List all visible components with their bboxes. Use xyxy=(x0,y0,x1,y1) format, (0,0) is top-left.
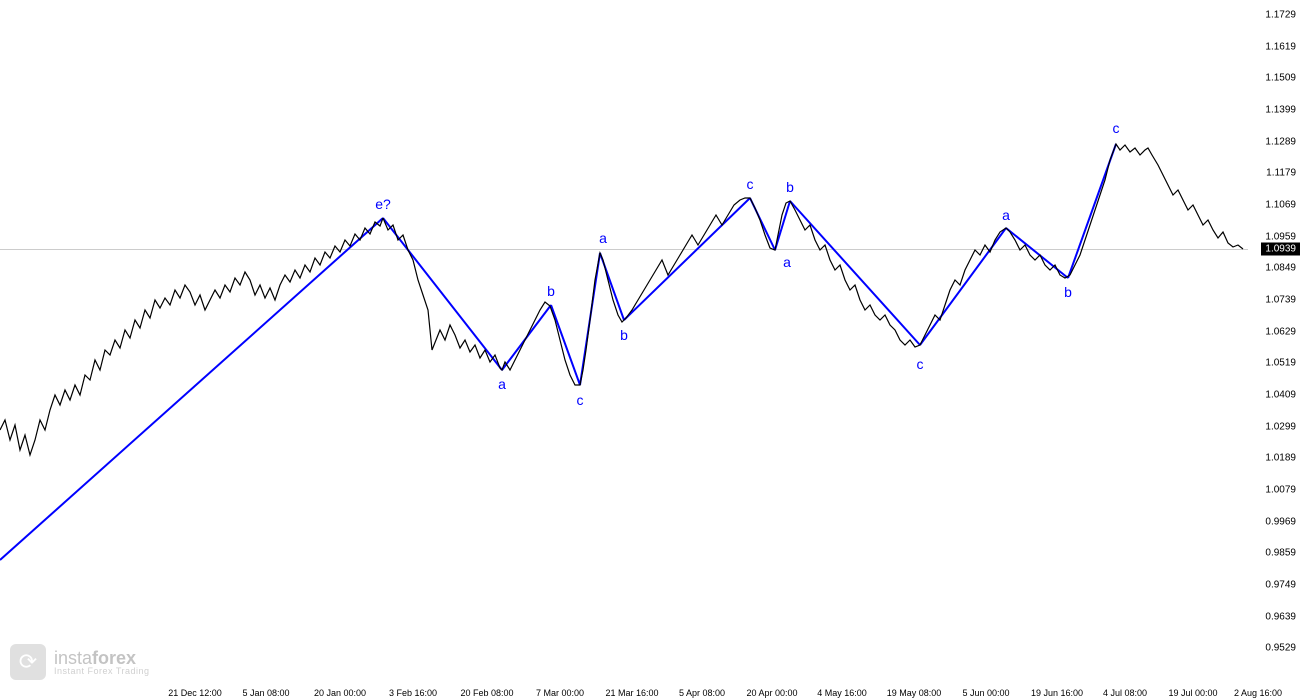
x-tick-label: 20 Feb 08:00 xyxy=(460,688,513,698)
y-tick-label: 1.0849 xyxy=(1265,263,1296,274)
x-tick-label: 7 Mar 00:00 xyxy=(536,688,584,698)
x-tick-label: 4 Jul 08:00 xyxy=(1103,688,1147,698)
y-tick-label: 1.1069 xyxy=(1265,200,1296,211)
y-tick-label: 0.9859 xyxy=(1265,548,1296,559)
x-tick-label: 5 Jun 00:00 xyxy=(962,688,1009,698)
x-axis: 21 Dec 12:00 5 Jan 08:00 20 Jan 00:00 3 Feb… xyxy=(0,682,1248,700)
current-price-badge: 1.0939 xyxy=(1261,243,1300,256)
x-tick-label: 5 Apr 08:00 xyxy=(679,688,725,698)
y-tick-label: 1.0079 xyxy=(1265,485,1296,496)
watermark-brand: instaforex xyxy=(54,649,150,667)
y-tick-label: 1.1179 xyxy=(1266,168,1296,179)
x-tick-label: 21 Dec 12:00 xyxy=(168,688,222,698)
y-tick-label: 1.0299 xyxy=(1265,422,1296,433)
y-tick-label: 1.1729 xyxy=(1265,10,1296,21)
x-tick-label: 19 May 08:00 xyxy=(887,688,942,698)
x-tick-label: 19 Jul 00:00 xyxy=(1168,688,1217,698)
x-tick-label: 21 Mar 16:00 xyxy=(605,688,658,698)
x-tick-label: 20 Apr 00:00 xyxy=(746,688,797,698)
y-tick-label: 0.9749 xyxy=(1265,580,1296,591)
y-tick-label: 1.1399 xyxy=(1265,105,1296,116)
y-tick-label: 1.1509 xyxy=(1265,73,1296,84)
watermark: ⟳ instaforex Instant Forex Trading xyxy=(10,644,150,680)
forex-chart: e?abcabcbacabc 1.17291.16191.15091.13991… xyxy=(0,0,1300,700)
y-tick-label: 1.0189 xyxy=(1265,453,1296,464)
chart-canvas xyxy=(0,0,1300,700)
watermark-icon: ⟳ xyxy=(10,644,46,680)
watermark-tagline: Instant Forex Trading xyxy=(54,667,150,676)
price-series xyxy=(0,144,1243,455)
x-tick-label: 19 Jun 16:00 xyxy=(1031,688,1083,698)
y-tick-label: 1.1289 xyxy=(1265,137,1296,148)
watermark-text: instaforex Instant Forex Trading xyxy=(54,649,150,676)
x-tick-label: 20 Jan 00:00 xyxy=(314,688,366,698)
y-tick-label: 1.0629 xyxy=(1265,327,1296,338)
x-tick-label: 2 Aug 16:00 xyxy=(1234,688,1282,698)
y-tick-label: 1.0409 xyxy=(1265,390,1296,401)
y-tick-label: 1.0959 xyxy=(1265,232,1296,243)
y-tick-label: 1.0519 xyxy=(1265,358,1296,369)
y-tick-label: 1.0739 xyxy=(1265,295,1296,306)
y-tick-label: 0.9529 xyxy=(1265,643,1296,654)
y-tick-label: 1.1619 xyxy=(1265,42,1296,53)
y-axis: 1.1729 1.1619 1.1509 1.1399 1.1289 1.1179 1.10… xyxy=(1248,0,1300,700)
y-tick-label: 0.9969 xyxy=(1265,517,1296,528)
x-tick-label: 4 May 16:00 xyxy=(817,688,867,698)
wave-lines xyxy=(0,144,1116,560)
y-tick-label: 0.9639 xyxy=(1265,612,1296,623)
refresh-icon: ⟳ xyxy=(19,649,37,675)
x-tick-label: 5 Jan 08:00 xyxy=(242,688,289,698)
x-tick-label: 3 Feb 16:00 xyxy=(389,688,437,698)
